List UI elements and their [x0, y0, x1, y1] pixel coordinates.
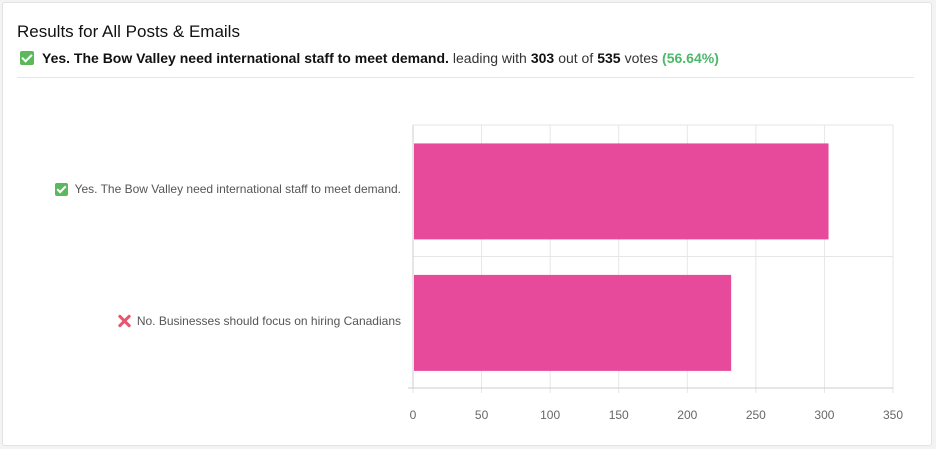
- leader-option: Yes. The Bow Valley need international s…: [42, 50, 449, 66]
- x-tick-label: 0: [410, 408, 417, 422]
- x-tick-label: 350: [883, 408, 903, 422]
- leader-summary: Yes. The Bow Valley need international s…: [20, 49, 719, 67]
- x-tick-label: 100: [540, 408, 560, 422]
- check-icon: [20, 51, 34, 65]
- results-title: Results for All Posts & Emails: [17, 22, 240, 41]
- category-label-text: No. Businesses should focus on hiring Ca…: [136, 314, 401, 328]
- out-of-text: out of: [558, 50, 594, 66]
- leader-percent: (56.64%): [662, 50, 719, 66]
- leading-with-text: leading with: [452, 50, 527, 66]
- x-tick-label: 50: [475, 408, 489, 422]
- x-tick-label: 300: [814, 408, 834, 422]
- category-label-yes: Yes. The Bow Valley need international s…: [54, 182, 401, 196]
- x-tick-label: 150: [609, 408, 629, 422]
- check-icon: [54, 182, 68, 196]
- category-label-no: No. Businesses should focus on hiring Ca…: [117, 314, 401, 328]
- x-tick-label: 200: [677, 408, 697, 422]
- total-votes: 535: [597, 50, 621, 66]
- category-label-text: Yes. The Bow Valley need international s…: [74, 182, 401, 196]
- bar: [414, 274, 732, 371]
- bar: [414, 143, 829, 240]
- votes-text: votes: [624, 50, 659, 66]
- divider: [17, 77, 914, 78]
- x-tick-label: 250: [746, 408, 766, 422]
- leader-votes: 303: [530, 50, 555, 66]
